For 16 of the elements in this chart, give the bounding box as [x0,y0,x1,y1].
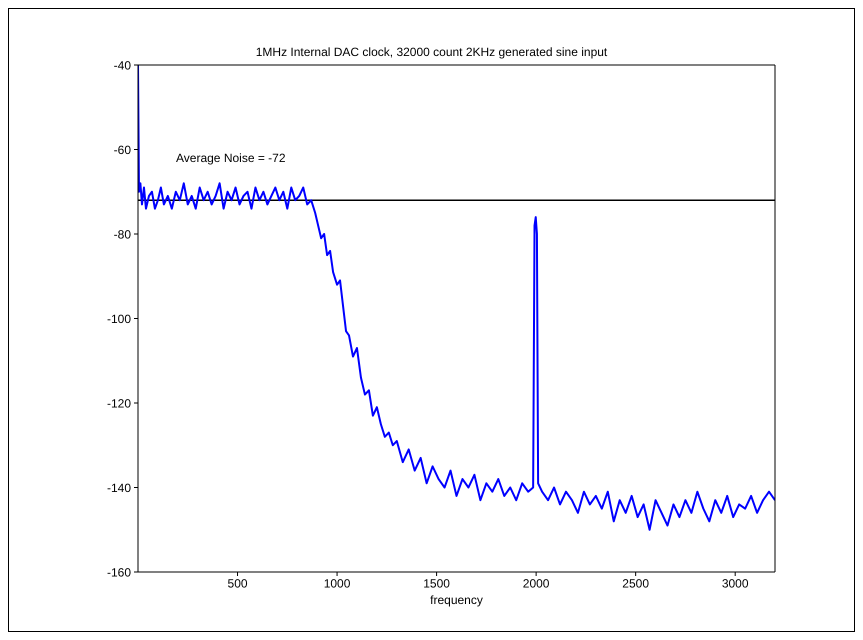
x-tick-label: 3000 [722,576,749,591]
y-tick-label: -140 [106,480,132,495]
ref-line-label: Average Noise = -72 [176,151,286,166]
x-tick-label: 2000 [522,576,550,591]
y-tick-label: -120 [106,396,132,410]
y-tick-label: -80 [114,227,132,242]
x-tick-label: 1000 [324,576,351,591]
y-tick-label: -100 [106,312,132,326]
chart-title: 1MHz Internal DAC clock, 32000 count 2KHz generated sine input [254,45,608,59]
y-tick-label: -40 [114,58,132,72]
y-tick-label: -60 [114,142,132,157]
x-tick-label: 500 [228,576,248,591]
x-axis-title: frequency [430,593,483,607]
y-tick-label: -160 [106,565,132,580]
x-tick-label: 2500 [622,576,650,591]
x-tick-label: 1500 [423,576,450,591]
